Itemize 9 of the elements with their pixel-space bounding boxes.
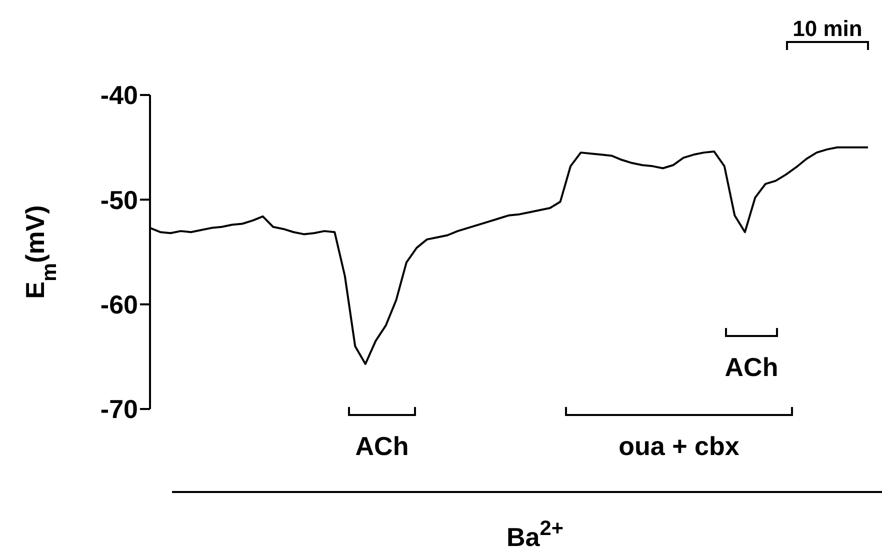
y-tick-label: -50 — [100, 184, 138, 215]
y-tick-label: -60 — [100, 290, 138, 320]
text: oua + cbx — [618, 431, 740, 461]
y-tick-label: -40 — [100, 80, 138, 110]
annotation: ACh — [724, 352, 778, 382]
text: ACh — [355, 431, 409, 461]
y-tick-label: -70 — [100, 394, 138, 424]
text: Ba$^{2+}$ — [506, 516, 564, 552]
text: 10 min — [792, 16, 862, 41]
